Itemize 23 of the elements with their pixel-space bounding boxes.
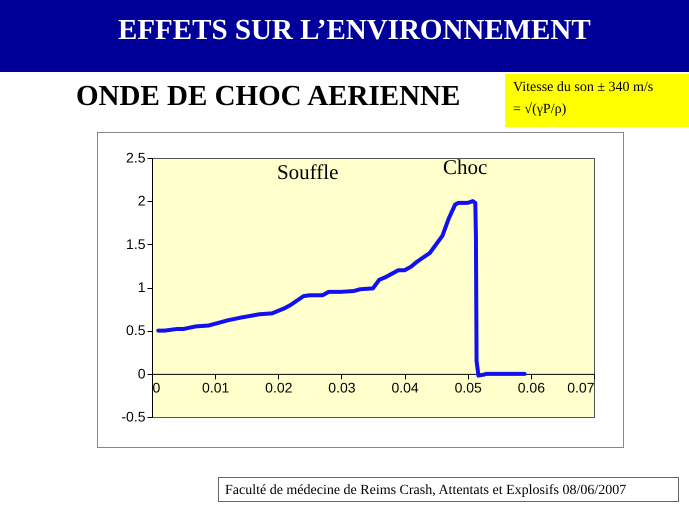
chart-subtitle: ONDE DE CHOC AERIENNE	[76, 80, 460, 113]
chart-title: EFFETS SUR L’ENVIRONNEMENT	[118, 14, 591, 47]
x-tick-label: 0.02	[265, 379, 293, 396]
y-tick-label: 1	[138, 279, 146, 295]
annotation: Choc	[443, 155, 488, 180]
text: = √(γP/ρ)	[513, 102, 566, 118]
line-series	[156, 199, 527, 378]
y-tick-label: 1.5	[126, 236, 146, 252]
text: Faculté de médecine de Reims Crash, Attentats et Explosifs 08/06/2007	[218, 477, 679, 502]
y-tick-label: -0.5	[121, 408, 146, 424]
x-tick-label: 0.07	[567, 379, 595, 396]
x-tick-label: 0.05	[454, 379, 482, 396]
x-tick-label: 0.01	[202, 379, 230, 396]
y-tick-label: 2	[138, 192, 146, 209]
y-tick-label: 2.5	[126, 150, 146, 166]
x-tick-label: 0.04	[391, 379, 419, 396]
x-tick-label: 0	[152, 379, 160, 396]
y-tick-label: 0	[138, 365, 146, 382]
text: Vitesse du son ± 340 m/s	[513, 80, 654, 96]
y-tick-label: 0.5	[126, 322, 146, 338]
x-tick-label: 0.03	[328, 379, 356, 396]
x-tick-label: 0.06	[518, 379, 546, 396]
annotation: Souffle	[277, 160, 338, 185]
